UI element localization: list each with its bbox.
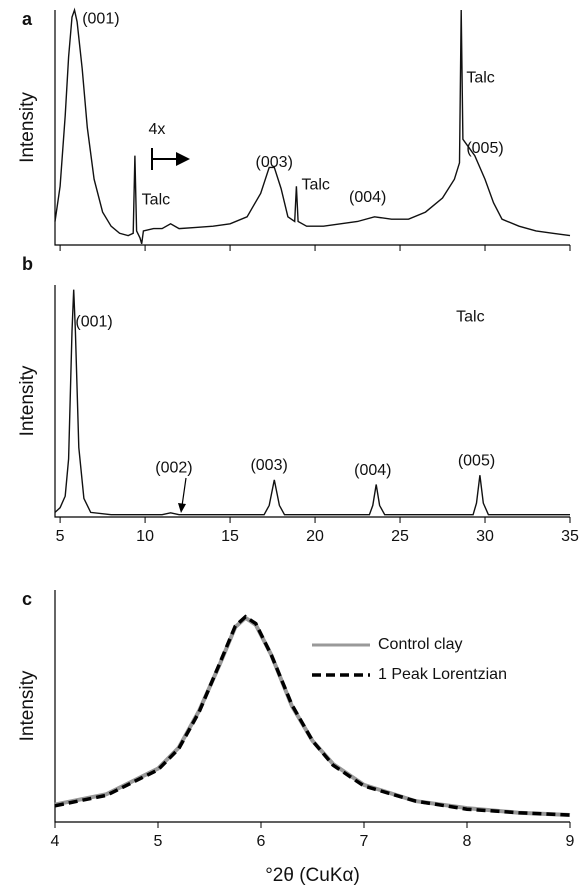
x-tick-label: 8 (463, 833, 472, 850)
data-line (54, 615, 571, 817)
x-tick-label: 10 (136, 528, 154, 545)
scale-arrowhead (176, 152, 190, 166)
x-tick-label: 25 (391, 528, 409, 545)
annotation: (001) (75, 313, 112, 330)
x-tick-label: 5 (154, 833, 163, 850)
annotation: 4x (148, 121, 165, 138)
annotation: (005) (466, 140, 503, 157)
legend-label: 1 Peak Lorentzian (378, 666, 507, 683)
annotation: Talc (301, 176, 329, 193)
x-tick-label: 9 (566, 833, 575, 850)
annotation: Talc (142, 192, 170, 209)
y-axis-label: Intensity (17, 670, 38, 741)
y-axis-label: Intensity (17, 365, 38, 436)
data-line (54, 614, 571, 817)
x-tick-label: 35 (561, 528, 579, 545)
y-axis-label: Intensity (17, 92, 38, 163)
scale-arrow (151, 148, 178, 170)
axis-frame (54, 285, 570, 518)
panel-label: b (22, 254, 33, 274)
peak-arrowhead (178, 503, 186, 513)
annotation: (003) (256, 154, 293, 171)
axis-frame (54, 10, 570, 246)
x-tick-label: 7 (360, 833, 369, 850)
panel-label: c (22, 589, 32, 609)
annotation: (003) (250, 457, 287, 474)
x-tick-label: 15 (221, 528, 239, 545)
annotation: (001) (82, 11, 119, 28)
x-axis-label: °2θ (CuKα) (265, 865, 360, 886)
annotation: (005) (458, 453, 495, 470)
panel-label: a (22, 9, 33, 29)
data-line (54, 289, 570, 516)
x-tick-label: 20 (306, 528, 324, 545)
x-tick-label: 6 (257, 833, 266, 850)
annotation: (002) (155, 459, 192, 476)
annotation: (004) (354, 462, 391, 479)
annotation: (004) (349, 189, 386, 206)
data-line (54, 7, 571, 244)
x-tick-label: 30 (476, 528, 494, 545)
peak-arrow (181, 477, 187, 507)
annotation: Talc (466, 69, 494, 86)
axis-frame (54, 590, 570, 823)
annotation: Talc (456, 309, 484, 326)
legend-label: Control clay (378, 636, 462, 653)
x-tick-label: 5 (56, 528, 65, 545)
x-tick-label: 4 (51, 833, 60, 850)
